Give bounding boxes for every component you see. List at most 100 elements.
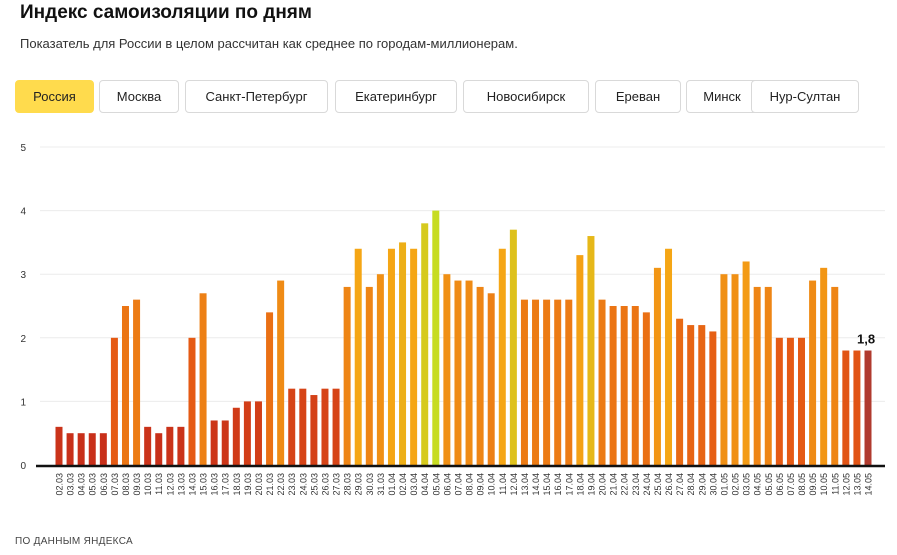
x-tick-label: 05.04	[431, 473, 441, 496]
x-tick-label: 11.04	[498, 473, 508, 495]
bar	[277, 280, 285, 465]
x-tick-label: 02.03	[55, 473, 65, 496]
bar	[842, 350, 850, 465]
bar	[532, 299, 540, 465]
tab-saint-petersburg[interactable]: Санкт-Петербург	[185, 80, 328, 113]
x-tick-label: 31.03	[376, 473, 386, 496]
bar	[188, 337, 196, 465]
bar	[775, 337, 783, 465]
bar	[609, 306, 617, 465]
y-tick-label: 4	[20, 207, 26, 218]
x-tick-label: 25.04	[653, 473, 663, 496]
x-tick-label: 27.03	[332, 473, 342, 496]
bar	[509, 229, 517, 465]
bar	[543, 299, 551, 465]
x-tick-label: 11.05	[830, 473, 840, 495]
x-tick-label: 07.04	[453, 473, 463, 496]
x-tick-label: 15.03	[199, 473, 209, 496]
x-tick-label: 17.03	[221, 473, 231, 496]
x-tick-label: 14.04	[531, 473, 541, 496]
x-tick-label: 30.03	[365, 473, 375, 496]
x-tick-label: 08.05	[797, 473, 807, 496]
bar	[144, 426, 152, 465]
x-tick-label: 12.04	[509, 473, 519, 496]
x-tick-label: 01.04	[387, 473, 397, 496]
x-tick-label: 01.05	[719, 473, 729, 496]
bar	[365, 286, 373, 465]
x-tick-label: 21.03	[265, 473, 275, 496]
x-tick-label: 10.04	[487, 473, 497, 496]
x-tick-label: 15.04	[542, 473, 552, 496]
x-tick-label: 07.05	[786, 473, 796, 496]
x-tick-label: 04.03	[77, 473, 87, 496]
bar	[443, 274, 451, 465]
bar	[576, 255, 584, 465]
x-tick-label: 19.04	[586, 473, 596, 496]
bar	[155, 433, 163, 465]
x-tick-label: 10.05	[819, 473, 829, 496]
bar	[376, 274, 384, 465]
bar	[88, 433, 96, 465]
bar	[110, 337, 118, 465]
tab-moscow[interactable]: Москва	[99, 80, 179, 113]
x-tick-label: 08.04	[465, 473, 475, 496]
bar	[798, 337, 806, 465]
x-tick-label: 03.05	[742, 473, 752, 496]
bar	[77, 433, 85, 465]
bar	[554, 299, 562, 465]
bar	[299, 388, 307, 465]
bar	[620, 306, 628, 465]
x-tick-label: 02.04	[398, 473, 408, 496]
bar	[343, 286, 351, 465]
x-tick-label: 07.03	[110, 473, 120, 496]
bar	[520, 299, 528, 465]
tab-yerevan[interactable]: Ереван	[595, 80, 681, 113]
bar	[665, 248, 673, 465]
bar	[820, 267, 828, 465]
x-tick-label: 06.04	[442, 473, 452, 496]
x-tick-label: 03.04	[409, 473, 419, 496]
tab-minsk[interactable]: Минск	[686, 80, 758, 113]
y-tick-label: 3	[20, 270, 26, 281]
bar	[631, 306, 639, 465]
bar	[465, 280, 473, 465]
x-tick-label: 25.03	[309, 473, 319, 496]
x-tick-label: 23.04	[631, 473, 641, 496]
x-tick-label: 19.03	[243, 473, 253, 496]
bar	[321, 388, 329, 465]
tab-novosibirsk[interactable]: Новосибирск	[463, 80, 589, 113]
bar	[687, 325, 695, 465]
x-tick-label: 24.03	[298, 473, 308, 496]
x-tick-label: 05.05	[764, 473, 774, 496]
bar	[254, 401, 262, 465]
bar	[232, 407, 240, 465]
x-tick-label: 17.04	[564, 473, 574, 496]
bar	[642, 312, 650, 465]
bar	[676, 318, 684, 465]
x-tick-label: 30.04	[708, 473, 718, 496]
tab-russia[interactable]: Россия	[15, 80, 94, 113]
tab-yekaterinburg[interactable]: Екатеринбург	[335, 80, 457, 113]
x-tick-label: 16.04	[553, 473, 563, 496]
x-tick-label: 13.03	[176, 473, 186, 496]
bar	[487, 293, 495, 465]
x-tick-label: 09.05	[808, 473, 818, 496]
bar	[498, 248, 506, 465]
bar	[199, 293, 207, 465]
y-tick-label: 5	[20, 143, 26, 154]
x-tick-label: 23.03	[287, 473, 297, 496]
x-tick-label: 08.03	[121, 473, 131, 496]
bar	[243, 401, 251, 465]
x-tick-label: 14.03	[187, 473, 197, 496]
x-tick-label: 28.04	[686, 473, 696, 496]
bar	[210, 420, 218, 465]
bar	[565, 299, 573, 465]
bar	[698, 325, 706, 465]
x-tick-label: 12.03	[165, 473, 175, 496]
last-value-label: 1,8	[857, 332, 875, 347]
x-tick-label: 29.04	[697, 473, 707, 496]
tab-nur-sultan[interactable]: Нур-Султан	[751, 80, 859, 113]
bar	[753, 286, 761, 465]
bar	[454, 280, 462, 465]
bar	[121, 306, 129, 465]
